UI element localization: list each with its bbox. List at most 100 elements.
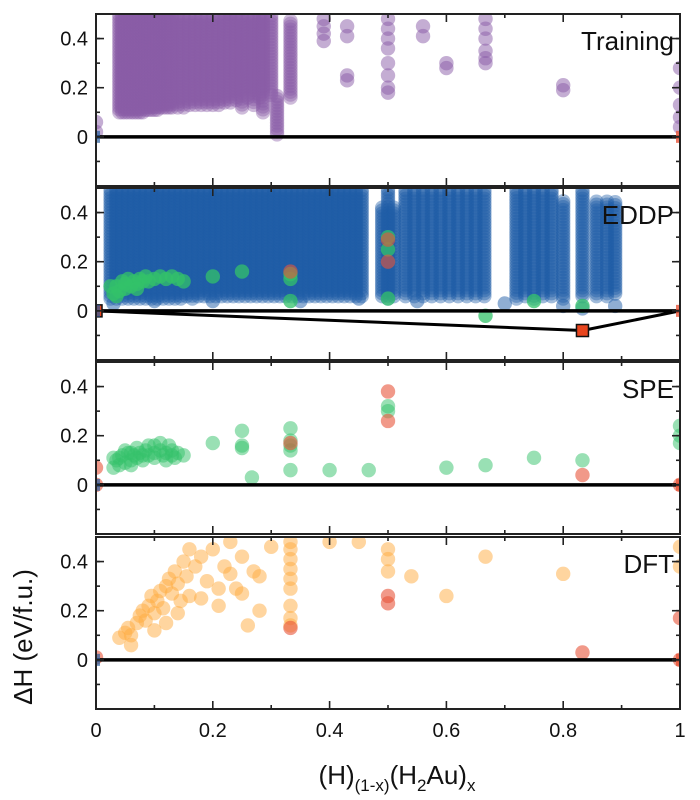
data-point [132,102,147,117]
data-point [129,75,145,91]
data-point [188,14,203,27]
data-point [217,36,232,51]
data-point [199,26,215,42]
data-point [150,229,165,244]
data-point [141,25,156,41]
data-point [167,188,183,203]
data-point [283,78,298,93]
data-point [126,19,142,34]
data-point [217,68,232,84]
y-tick-label: 0.2 [60,601,88,623]
data-point [118,96,133,111]
data-point [264,34,279,50]
data-point [191,188,206,204]
data-point [217,15,232,31]
data-point [228,83,244,99]
data-point [173,220,188,236]
data-point [132,255,147,271]
data-point [191,277,206,292]
data-point [188,26,203,42]
data-point [164,17,180,33]
data-point [135,63,150,79]
data-point [246,82,261,98]
data-point [182,26,197,42]
data-point [185,211,200,227]
data-column [228,14,244,108]
data-point [126,87,142,102]
data-point [103,258,118,274]
data-point [255,22,271,37]
data-point [211,29,226,45]
unstable-point [283,435,298,451]
data-point [179,229,194,245]
data-point [115,63,130,79]
data-point [132,14,147,23]
data-point [161,100,177,115]
data-point [164,26,180,41]
data-point [118,66,133,82]
data-point [135,49,150,64]
data-point [161,188,177,197]
data-point [182,53,197,68]
data-point [161,58,177,74]
data-point [150,250,165,265]
data-point [161,88,177,103]
data-point [217,42,232,57]
data-point [155,82,171,97]
data-point [118,43,133,58]
data-point [150,25,165,41]
data-point [118,57,133,73]
data-point [132,199,147,215]
data-point [283,16,298,32]
data-point [118,31,133,46]
panel-training: 00.20.4 Training [60,13,681,187]
data-point [118,78,133,93]
data-point [132,220,147,236]
data-point [123,22,139,37]
data-point [118,37,133,52]
data-point [155,64,171,80]
data-point [223,18,238,33]
data-point [115,197,130,212]
data-point [182,71,197,86]
data-point [138,258,153,274]
data-point [173,217,188,233]
data-point [132,188,147,197]
data-point [188,82,203,98]
data-point [123,19,139,34]
data-point [173,258,188,274]
data-point [132,223,147,238]
data-point [223,15,238,31]
data-point [283,19,298,34]
data-point [135,34,150,49]
data-point [144,202,159,218]
data-column [135,14,150,120]
data-point [228,92,244,108]
data-point [182,15,197,30]
data-point [153,88,168,103]
data-point [182,50,197,65]
data-point [115,57,130,73]
data-point [158,38,174,53]
x-tick-label: 0.4 [316,720,344,742]
data-point [185,223,200,238]
data-point [179,235,194,251]
data-point [176,76,191,91]
data-point [264,20,279,35]
data-point [138,188,153,200]
unstable-point [380,254,396,269]
data-point [141,20,156,35]
data-point [115,188,130,197]
data-point [132,34,147,49]
data-point [112,84,127,99]
data-point [138,28,153,44]
data-point [283,14,298,29]
data-point [205,77,220,92]
data-point [161,64,177,80]
data-point [246,77,261,92]
data-point [123,90,139,105]
data-column [144,14,159,118]
data-point [112,28,127,43]
data-point [161,211,177,227]
data-point [205,65,220,80]
